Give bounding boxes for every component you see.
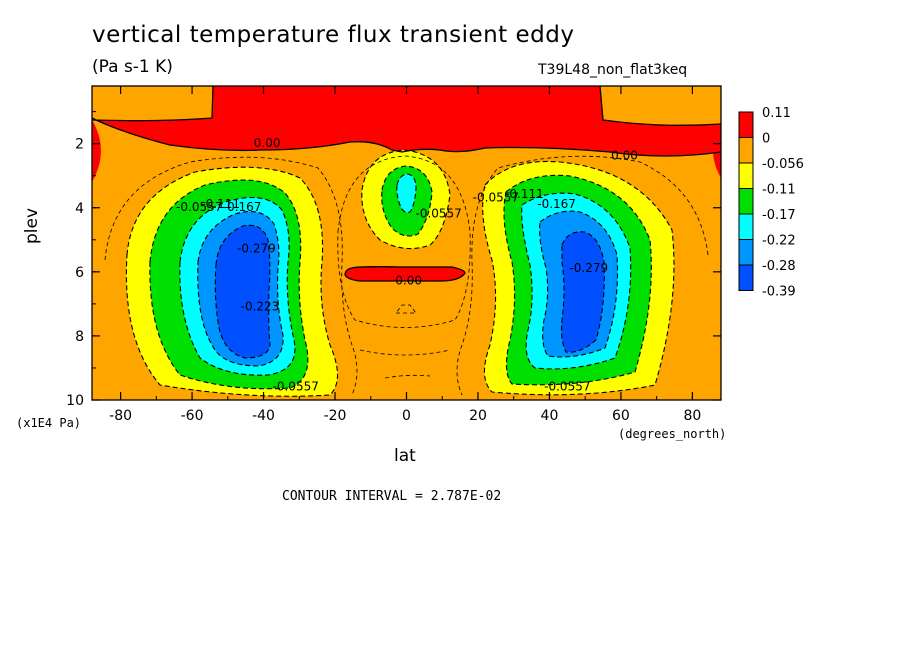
contour-interval-note: CONTOUR INTERVAL = 2.787E-02 (282, 489, 502, 504)
y-tick-label: 6 (75, 265, 84, 281)
run-name: T39L48_non_flat3keq (538, 62, 688, 78)
x-axis-label: lat (394, 446, 416, 466)
contour-label: -0.0557 (544, 379, 590, 393)
chart-units: (Pa s-1 K) (92, 57, 173, 77)
x-axis-units: (degrees_north) (618, 427, 727, 441)
plot-area (92, 86, 721, 400)
eq-positive-bar (345, 266, 465, 281)
sh-lobe-blue (215, 225, 270, 358)
red-band-right-extension (713, 124, 721, 178)
x-tick-label: -80 (109, 408, 132, 424)
y-tick-label: 2 (75, 137, 84, 153)
y-axis-ticks: 2 4 6 8 10 (66, 111, 721, 409)
colorbar-level-label: -0.056 (762, 157, 804, 172)
colorbar-level-label: -0.22 (762, 234, 796, 249)
nh-lobe-blue (561, 231, 605, 353)
colorbar-level-label: -0.39 (762, 285, 796, 300)
x-tick-label: 20 (469, 408, 487, 424)
colorbar-swatch (738, 213, 754, 240)
contour-labels: 0.000.00-0.0557-0.111-0.167-0.279-0.223-… (176, 136, 638, 394)
colorbar-level-label: 0.11 (762, 106, 791, 121)
x-tick-label: 60 (612, 408, 630, 424)
contour-label: 0.00 (254, 136, 281, 150)
orange-cap-right (600, 86, 721, 126)
x-tick-label: -40 (252, 408, 275, 424)
x-axis-ticks: -80 -60 -40 -20 0 20 40 60 80 (109, 86, 701, 424)
y-tick-label: 4 (75, 201, 84, 217)
contour-label: -0.223 (241, 299, 280, 313)
y-tick-label: 10 (66, 393, 84, 409)
positive-band-top (92, 86, 721, 156)
y-axis-units: (x1E4 Pa) (16, 416, 82, 430)
chart-title: vertical temperature flux transient eddy (92, 22, 575, 48)
weak-contour-lines (104, 155, 709, 396)
contour-label: -0.0557 (473, 190, 519, 204)
contour-label: -0.0557 (176, 200, 222, 214)
contour-label: -0.00 (391, 274, 422, 288)
negative-contour-lines (125, 149, 675, 397)
x-tick-label: 40 (541, 408, 559, 424)
eq-lobe-cyan (396, 174, 416, 213)
contour-label: -0.167 (223, 200, 262, 214)
colorbar-swatch (738, 111, 754, 138)
colorbar-legend: 0.11 0 -0.056 -0.11 -0.17 -0.22 -0.28 -0.39 (738, 106, 804, 300)
contour-label: -0.0557 (273, 379, 319, 393)
colorbar-swatch (738, 162, 754, 189)
contour-label: 0.00 (611, 149, 638, 163)
colorbar-level-label: -0.28 (762, 259, 796, 274)
contour-label: -0.111 (201, 197, 240, 211)
x-tick-label: -60 (181, 408, 204, 424)
colorbar-level-label: 0 (762, 132, 770, 147)
colorbar-swatch (738, 188, 754, 215)
y-tick-label: 8 (75, 329, 84, 345)
zero-contour-lines (92, 86, 721, 282)
contour-label: -0.0557 (416, 206, 462, 220)
colorbar-swatch (738, 239, 754, 266)
contour-label: -0.111 (505, 187, 544, 201)
orange-cap-left (92, 86, 213, 121)
contour-label: -0.167 (537, 197, 576, 211)
contour-label: -0.279 (569, 261, 608, 275)
colorbar-swatch (738, 137, 754, 164)
x-tick-label: 80 (683, 408, 701, 424)
red-band-left-extension (92, 120, 101, 182)
colorbar-level-label: -0.11 (762, 183, 796, 198)
contour-label: -0.279 (237, 242, 276, 256)
colorbar-level-label: -0.17 (762, 208, 796, 223)
x-tick-label: 0 (402, 408, 411, 424)
colorbar-swatch (738, 264, 754, 291)
x-tick-label: -20 (324, 408, 347, 424)
